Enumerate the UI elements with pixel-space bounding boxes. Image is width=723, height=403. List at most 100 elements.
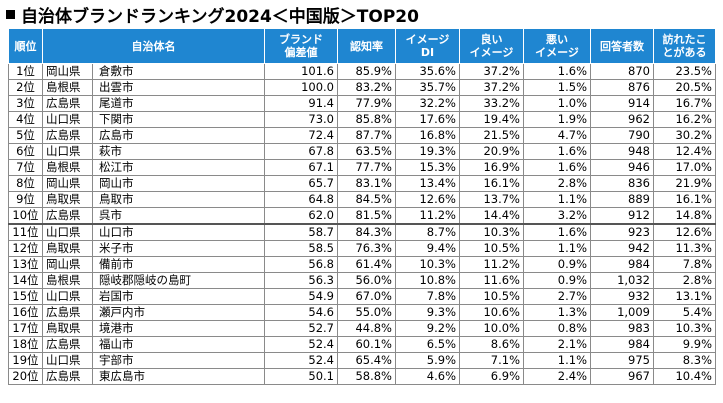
brand-score-cell: 100.0: [264, 79, 338, 96]
awareness-cell: 67.0%: [337, 288, 396, 305]
table-row: 9位 鳥取県 鳥取市 64.8 84.5% 12.6% 13.7% 1.1% 889 16.1%: [8, 191, 716, 208]
awareness-cell: 58.8%: [337, 368, 396, 385]
city-cell: 宇部市: [92, 352, 265, 369]
good-image-cell: 10.0%: [459, 320, 524, 337]
respondents-cell: 975: [590, 352, 654, 369]
image-di-cell: 12.6%: [395, 191, 460, 208]
bad-image-cell: 0.9%: [523, 272, 591, 289]
header-image-di: イメージ DI: [395, 28, 460, 64]
image-di-cell: 11.2%: [395, 207, 460, 225]
city-cell: 出雲市: [92, 79, 265, 96]
respondents-cell: 836: [590, 175, 654, 192]
visited-cell: 11.3%: [653, 240, 716, 257]
city-cell: 米子市: [92, 240, 265, 257]
prefecture-cell: 広島県: [42, 127, 93, 144]
awareness-cell: 77.7%: [337, 159, 396, 176]
good-image-cell: 10.5%: [459, 240, 524, 257]
rank-cell: 4位: [8, 111, 43, 128]
visited-cell: 21.9%: [653, 175, 716, 192]
city-cell: 呉市: [92, 207, 265, 225]
brand-score-cell: 54.9: [264, 288, 338, 305]
rank-cell: 17位: [8, 320, 43, 337]
rank-cell: 8位: [8, 175, 43, 192]
visited-cell: 2.8%: [653, 272, 716, 289]
image-di-cell: 10.3%: [395, 256, 460, 273]
image-di-cell: 35.7%: [395, 79, 460, 96]
bad-image-cell: 2.8%: [523, 175, 591, 192]
header-visited: 訪れたこ とがある: [653, 28, 716, 64]
city-cell: 岩国市: [92, 288, 265, 305]
image-di-cell: 16.8%: [395, 127, 460, 144]
respondents-cell: 983: [590, 320, 654, 337]
header-respondents: 回答者数: [590, 28, 654, 64]
prefecture-cell: 岡山県: [42, 256, 93, 273]
brand-score-cell: 56.8: [264, 256, 338, 273]
bad-image-cell: 1.1%: [523, 352, 591, 369]
bad-image-cell: 1.5%: [523, 79, 591, 96]
respondents-cell: 932: [590, 288, 654, 305]
prefecture-cell: 島根県: [42, 79, 93, 96]
good-image-cell: 19.4%: [459, 111, 524, 128]
image-di-cell: 17.6%: [395, 111, 460, 128]
awareness-cell: 81.5%: [337, 207, 396, 225]
city-cell: 鳥取市: [92, 191, 265, 208]
city-cell: 松江市: [92, 159, 265, 176]
header-bad-image: 悪い イメージ: [523, 28, 591, 64]
table-row: 3位 広島県 尾道市 91.4 77.9% 32.2% 33.2% 1.0% 914 16.7%: [8, 95, 716, 112]
visited-cell: 9.9%: [653, 336, 716, 353]
city-cell: 尾道市: [92, 95, 265, 112]
table-row: 6位 山口県 萩市 67.8 63.5% 19.3% 20.9% 1.6% 948 12.4%: [8, 143, 716, 160]
prefecture-cell: 岡山県: [42, 175, 93, 192]
rank-cell: 5位: [8, 127, 43, 144]
bad-image-cell: 1.6%: [523, 63, 591, 80]
rank-cell: 3位: [8, 95, 43, 112]
city-cell: 倉敷市: [92, 63, 265, 80]
bad-image-cell: 1.6%: [523, 223, 591, 241]
table-row: 10位 広島県 呉市 62.0 81.5% 11.2% 14.4% 3.2% 912 14.8%: [8, 207, 716, 225]
table-row: 15位 山口県 岩国市 54.9 67.0% 7.8% 10.5% 2.7% 932 13.1%: [8, 288, 716, 305]
brand-score-cell: 54.6: [264, 304, 338, 321]
good-image-cell: 16.1%: [459, 175, 524, 192]
table-row: 17位 鳥取県 境港市 52.7 44.8% 9.2% 10.0% 0.8% 983 10.3%: [8, 320, 716, 337]
city-cell: 岡山市: [92, 175, 265, 192]
awareness-cell: 63.5%: [337, 143, 396, 160]
bad-image-cell: 1.6%: [523, 159, 591, 176]
header-good-image: 良い イメージ: [459, 28, 524, 64]
prefecture-cell: 広島県: [42, 207, 93, 225]
image-di-cell: 4.6%: [395, 368, 460, 385]
good-image-cell: 37.2%: [459, 63, 524, 80]
rank-cell: 15位: [8, 288, 43, 305]
prefecture-cell: 山口県: [42, 352, 93, 369]
bad-image-cell: 2.7%: [523, 288, 591, 305]
brand-score-cell: 101.6: [264, 63, 338, 80]
respondents-cell: 889: [590, 191, 654, 208]
awareness-cell: 44.8%: [337, 320, 396, 337]
good-image-cell: 16.9%: [459, 159, 524, 176]
table-row: 2位 島根県 出雲市 100.0 83.2% 35.7% 37.2% 1.5% 876 20.5%: [8, 79, 716, 96]
visited-cell: 17.0%: [653, 159, 716, 176]
visited-cell: 16.2%: [653, 111, 716, 128]
image-di-cell: 35.6%: [395, 63, 460, 80]
image-di-cell: 13.4%: [395, 175, 460, 192]
visited-cell: 10.4%: [653, 368, 716, 385]
respondents-cell: 912: [590, 207, 654, 225]
bad-image-cell: 1.1%: [523, 240, 591, 257]
city-cell: 福山市: [92, 336, 265, 353]
rank-cell: 2位: [8, 79, 43, 96]
prefecture-cell: 島根県: [42, 272, 93, 289]
respondents-cell: 1,032: [590, 272, 654, 289]
good-image-cell: 10.6%: [459, 304, 524, 321]
bad-image-cell: 0.9%: [523, 256, 591, 273]
image-di-cell: 7.8%: [395, 288, 460, 305]
respondents-cell: 962: [590, 111, 654, 128]
rank-cell: 16位: [8, 304, 43, 321]
table-row: 11位 山口県 山口市 58.7 84.3% 8.7% 10.3% 1.6% 923 12.6%: [8, 223, 716, 241]
table-row: 18位 広島県 福山市 52.4 60.1% 6.5% 8.6% 2.1% 984 9.9%: [8, 336, 716, 353]
awareness-cell: 55.0%: [337, 304, 396, 321]
bad-image-cell: 0.8%: [523, 320, 591, 337]
visited-cell: 23.5%: [653, 63, 716, 80]
brand-score-cell: 67.8: [264, 143, 338, 160]
bad-image-cell: 2.4%: [523, 368, 591, 385]
brand-score-cell: 62.0: [264, 207, 338, 225]
bad-image-cell: 2.1%: [523, 336, 591, 353]
